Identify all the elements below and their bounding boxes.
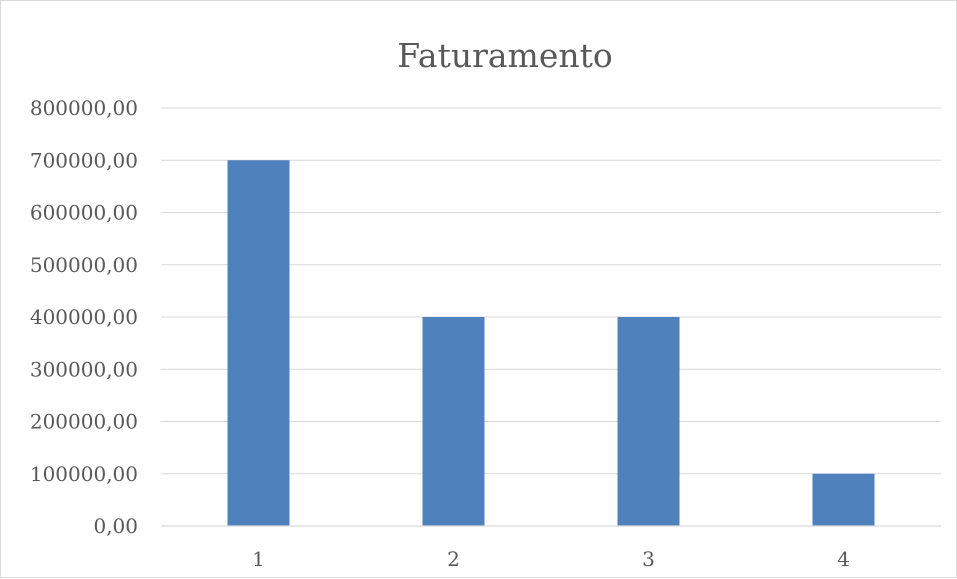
y-tick-label: 0,00 [93,514,138,538]
y-tick-label: 500000,00 [30,253,138,277]
y-tick-label: 200000,00 [30,410,138,434]
x-tick-label: 1 [252,547,265,571]
chart-title: Faturamento [397,36,613,75]
y-tick-label: 700000,00 [30,148,138,172]
y-tick-label: 300000,00 [30,357,138,381]
y-tick-label: 600000,00 [30,201,138,225]
bar-4 [812,473,875,526]
y-tick-label: 400000,00 [30,305,138,329]
bar-3 [617,317,680,526]
x-tick-label: 2 [447,547,460,571]
bars [227,160,875,526]
bar-2 [422,317,485,526]
x-axis-ticks: 1 2 3 4 [252,547,850,571]
y-tick-label: 100000,00 [30,462,138,486]
bar-1 [227,160,290,526]
x-tick-label: 4 [837,547,850,571]
y-tick-label: 800000,00 [30,96,138,120]
y-axis-ticks: 0,00 100000,00 200000,00 300000,00 400000,00… [30,96,138,538]
gridlines [161,107,941,475]
x-tick-label: 3 [642,547,655,571]
